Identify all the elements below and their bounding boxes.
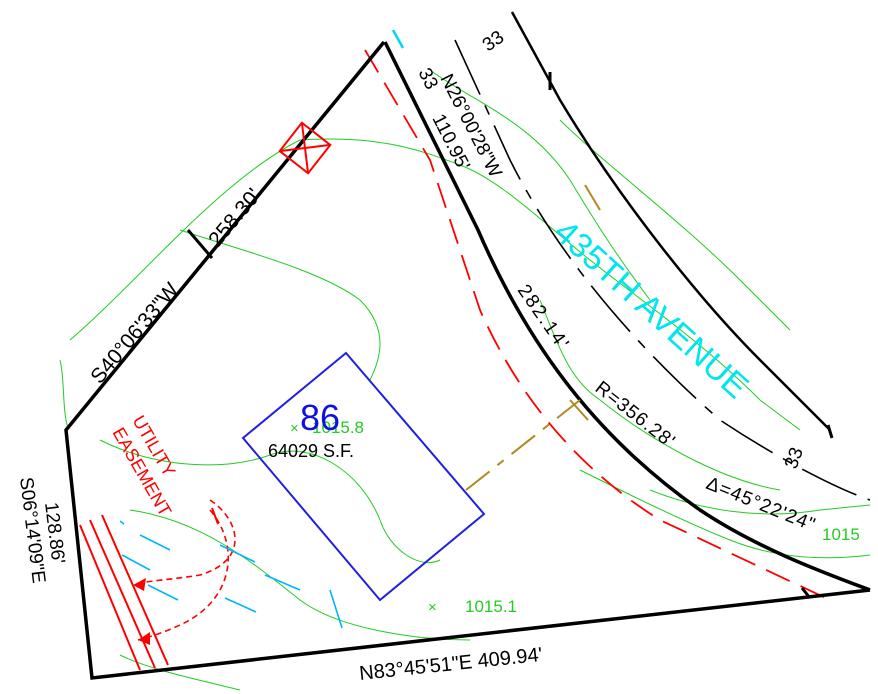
radius-label: R=356.28'	[591, 377, 679, 452]
road-row-line	[383, 41, 871, 592]
boundary-dimension-tick	[186, 229, 214, 259]
west-bearing-label: S40°06'33"W	[86, 278, 183, 388]
west-distance-label: 258.30'	[204, 184, 265, 251]
road-lines	[383, 11, 871, 599]
road-name-label: 435TH AVENUE	[547, 213, 756, 406]
spot-elevation-label-2: 1015.1	[465, 597, 517, 616]
road-setback-dashed-line	[364, 49, 831, 601]
spot-elevation-1: ×	[290, 420, 299, 437]
lot-area: 64029 S.F.	[268, 441, 354, 461]
south-line-label: N83°45'51"E 409.94'	[358, 644, 543, 685]
road-halfwidth-label-3: 33	[781, 445, 808, 472]
lot-boundary	[64, 40, 871, 680]
road-far-row-line	[510, 11, 831, 431]
road-halfwidth-label-1: 33	[479, 27, 508, 56]
utility-easement	[79, 499, 236, 671]
monument-mark	[391, 29, 405, 49]
spot-elevation-2: ×	[428, 599, 437, 616]
drainage-marks	[119, 520, 343, 629]
easement-leader-arrow-2	[137, 509, 230, 641]
delta-label: Δ=45°22'24"	[703, 473, 819, 536]
monument-x-icon	[278, 121, 332, 175]
lot-number: 86	[300, 397, 340, 438]
road-centerline	[454, 39, 871, 501]
contour-lines	[59, 69, 871, 691]
spot-elevation-label-3: 1015	[822, 525, 860, 544]
spot-elevation-label-1: 1015.8	[312, 418, 364, 437]
setback-lines	[465, 184, 601, 491]
spot-elevations: × 1015.8 × 1015.1 1015	[290, 418, 860, 616]
house-footprint	[241, 351, 486, 602]
